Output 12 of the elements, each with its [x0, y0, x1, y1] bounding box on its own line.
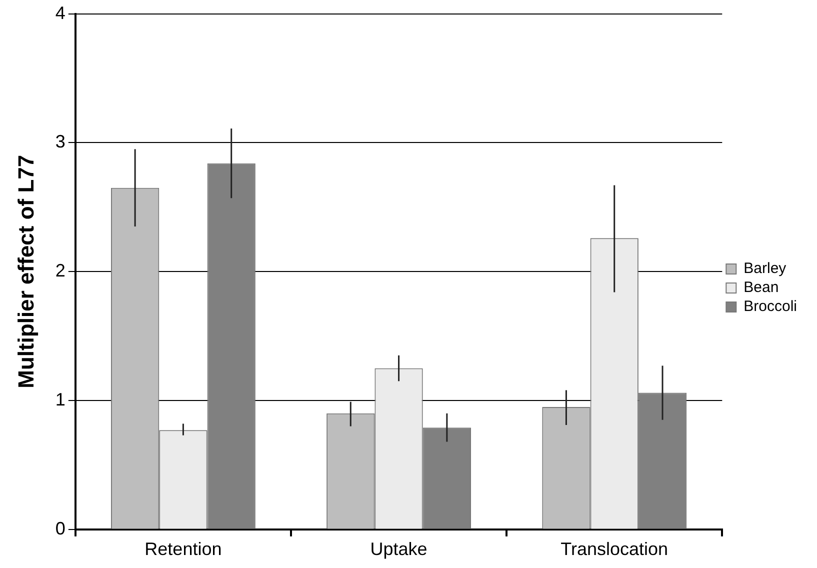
- y-tick-label: 1: [55, 389, 66, 410]
- x-tick-label: Translocation: [560, 539, 668, 560]
- y-axis-title: Multiplier effect of L77: [13, 154, 38, 388]
- legend-label: Barley: [744, 260, 787, 278]
- x-tick-label: Uptake: [370, 539, 428, 560]
- y-tick-label: 2: [55, 260, 66, 281]
- y-tick-label: 0: [55, 518, 66, 538]
- y-tick-label: 4: [55, 2, 66, 23]
- x-tick-label: Retention: [144, 539, 222, 560]
- legend-label: Broccoli: [744, 298, 798, 316]
- y-tick-label: 3: [55, 132, 66, 152]
- legend-label: Bean: [744, 279, 779, 296]
